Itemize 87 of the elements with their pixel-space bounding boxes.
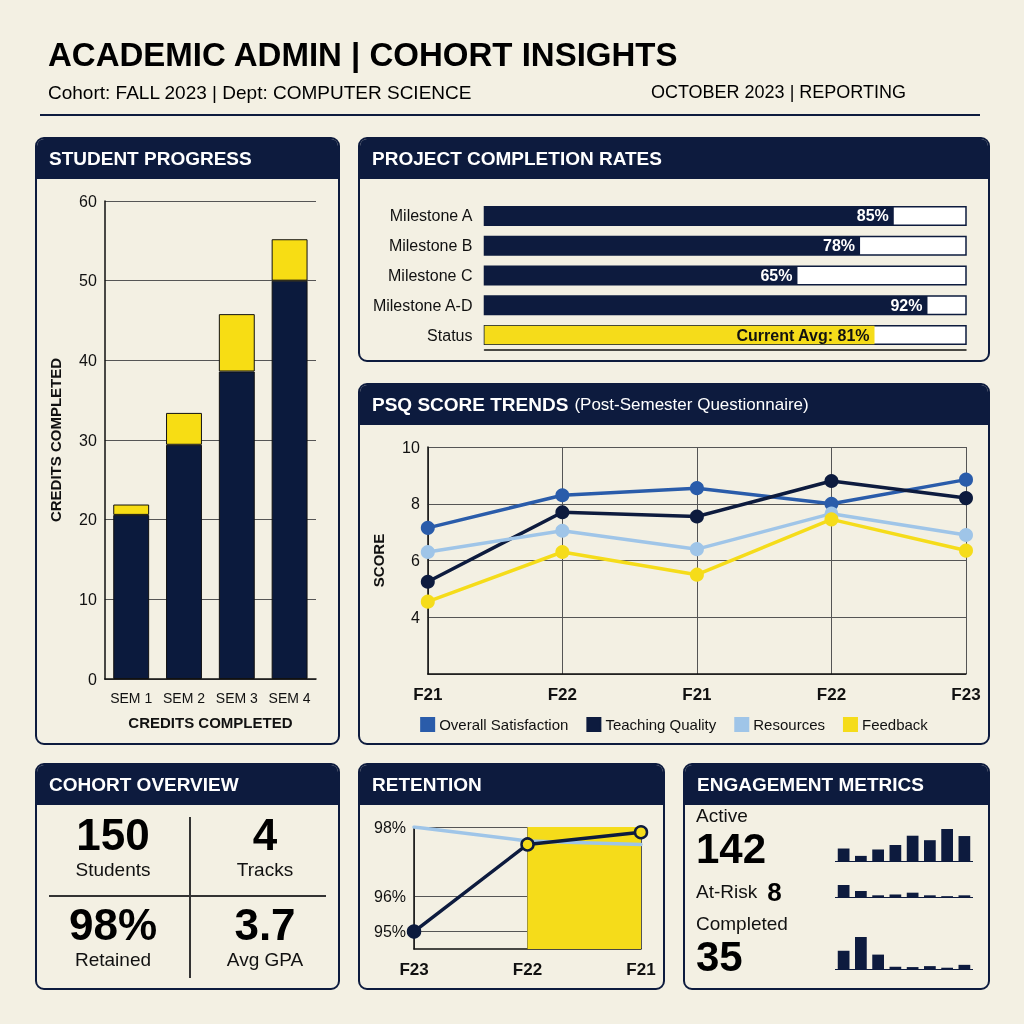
y-tick-label: 10 (402, 438, 420, 456)
y-tick-label: Milestone B (388, 237, 473, 255)
point (959, 491, 973, 506)
text: OCTOBER 2023 | REPORTING (650, 82, 906, 103)
text: 142 (696, 825, 768, 872)
point (689, 542, 704, 557)
text: 35 (696, 933, 743, 980)
y-tick-label: 96% (373, 888, 407, 906)
chart-title: Active (696, 805, 749, 827)
text: 4 (251, 810, 279, 859)
y-tick-label: Milestone A (389, 207, 473, 225)
y-tick-label: 50 (79, 272, 97, 290)
text: Cohort: FALL 2023 | Dept: COMPUTER SCIENCE (48, 82, 472, 104)
point (420, 594, 435, 609)
point (959, 543, 973, 558)
point (824, 512, 839, 527)
point (633, 824, 649, 840)
x-tick-label: SEM 1 (110, 690, 153, 706)
text: Tracks (235, 859, 295, 881)
y-axis-title: SCORE (369, 533, 387, 588)
y-tick-label: 4 (410, 608, 420, 626)
x-tick-label: F22 (816, 685, 847, 704)
y-tick-label: 60 (79, 192, 97, 210)
text: Students (74, 859, 152, 881)
legend-label: Resources (753, 716, 825, 733)
y-tick-label: 98% (373, 818, 407, 836)
chart-subtitle: (Post-Semester Questionnaire) (574, 395, 809, 415)
chart-title: PSQ SCORE TRENDS (372, 394, 569, 416)
point (959, 527, 973, 542)
text: 8 (767, 877, 782, 907)
y-tick-label: 20 (79, 511, 97, 529)
point (824, 474, 839, 489)
y-axis-title: CREDITS COMPLETED (46, 357, 64, 523)
chart-title: RETENTION (372, 774, 482, 796)
text: 150 (75, 810, 151, 859)
text: 3.7 (233, 900, 297, 949)
x-tick-label: F23 (399, 960, 429, 979)
x-tick-label: F22 (547, 685, 577, 704)
point (420, 574, 435, 589)
y-tick-label: 6 (410, 552, 420, 569)
y-tick-label: 8 (410, 495, 420, 513)
chart-title: At-Risk (696, 881, 758, 903)
legend-label: Teaching Quality (605, 716, 717, 733)
x-tick-label: SEM 4 (268, 690, 311, 706)
y-tick-label: 30 (79, 431, 97, 449)
legend-label: Overall Satisfaction (439, 716, 569, 733)
y-tick-label: 40 (79, 351, 97, 369)
y-tick-label: Status (427, 326, 473, 344)
point (689, 509, 704, 524)
chart-title: PROJECT COMPLETION RATES (372, 148, 662, 170)
data-label: 92% (890, 296, 923, 314)
y-tick-label: 95% (373, 923, 407, 941)
point (520, 837, 535, 852)
x-tick-label: F21 (682, 685, 712, 704)
point (420, 520, 435, 535)
point (555, 544, 570, 559)
point (555, 488, 570, 503)
y-tick-label: Milestone A-D (372, 296, 473, 314)
point (689, 567, 704, 582)
x-tick-label: SEM 3 (215, 690, 259, 706)
x-tick-label: F21 (413, 685, 443, 704)
point (689, 481, 704, 496)
y-tick-label: 10 (79, 590, 97, 608)
data-label: 85% (856, 207, 889, 225)
chart-title: STUDENT PROGRESS (49, 148, 252, 170)
y-tick-label: Milestone C (387, 267, 473, 284)
text: ACADEMIC ADMIN | COHORT INSIGHTS (48, 36, 678, 74)
point (555, 505, 570, 520)
x-tick-label: F23 (951, 685, 981, 704)
y-tick-label: 0 (87, 670, 97, 688)
x-tick-label: SEM 2 (162, 690, 206, 706)
data-label: Current Avg: 81% (736, 326, 870, 344)
text: Avg GPA (225, 949, 305, 971)
x-tick-label: F21 (626, 960, 656, 979)
legend-label: Feedback (861, 716, 929, 733)
point (420, 544, 435, 559)
data-label: 65% (760, 267, 793, 284)
point (555, 523, 570, 538)
x-axis-title: CREDITS COMPLETED (128, 714, 293, 731)
text: ENGAGEMENT METRICS (697, 774, 924, 796)
point (406, 924, 422, 939)
x-tick-label: F22 (512, 960, 543, 979)
data-label: 78% (823, 237, 856, 255)
point (959, 472, 973, 487)
text: Retained (73, 949, 153, 971)
chart-title: Completed (696, 913, 789, 935)
text: COHORT OVERVIEW (49, 774, 239, 796)
